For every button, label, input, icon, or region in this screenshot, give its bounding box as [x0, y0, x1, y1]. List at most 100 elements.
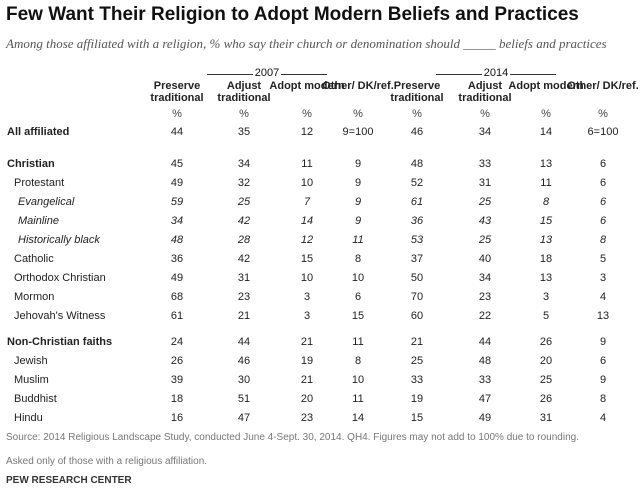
col-header-other-2007: Other/ DK/ref.: [322, 80, 394, 92]
table-cell: 15: [351, 310, 365, 322]
pct-symbol: %: [239, 108, 249, 120]
row-label: Non-Christian faiths: [7, 336, 113, 348]
table-cell: 25: [237, 196, 251, 208]
table-cell: 30: [237, 374, 251, 386]
table-cell: 11: [301, 158, 313, 170]
table-cell: 31: [237, 272, 251, 284]
table-row: Catholic 36 42 15 8 37 40 18 5: [0, 250, 640, 269]
table-cell: 10: [351, 272, 365, 284]
table-cell: 12: [300, 234, 314, 246]
table-cell: 9: [599, 336, 607, 348]
row-label: Protestant: [14, 177, 65, 189]
table-cell: 15: [410, 412, 424, 424]
table-cell: 11: [352, 234, 364, 246]
group-header-2007: 2007: [207, 67, 327, 81]
table-cell: 6=100: [587, 126, 619, 138]
table-cell: 18: [539, 253, 553, 265]
table-cell: 37: [410, 253, 424, 265]
table-cell: 42: [237, 215, 251, 227]
table-cell: 48: [410, 158, 424, 170]
pct-symbol: %: [412, 108, 422, 120]
table-cell: 5: [542, 310, 550, 322]
table-cell: 33: [410, 374, 424, 386]
table-cell: 61: [170, 310, 184, 322]
table-cell: 11: [352, 336, 364, 348]
table-cell: 19: [410, 393, 424, 405]
table-cell: 8: [354, 253, 362, 265]
table-row: Christian 45 34 11 9 48 33 13 6: [0, 155, 640, 174]
pct-symbol: %: [302, 108, 312, 120]
table-cell: 3: [303, 291, 311, 303]
table-cell: 50: [410, 272, 424, 284]
table-cell: 20: [539, 355, 553, 367]
brand-logo-text: PEW RESEARCH CENTER: [6, 475, 132, 486]
table-row: All affiliated 44 35 12 9=100 46 34 14 6=100: [0, 123, 640, 142]
row-label: Muslim: [14, 374, 49, 386]
table-cell: 36: [410, 215, 424, 227]
footnote: Asked only of those with a religious aff…: [6, 456, 208, 467]
table-cell: 8: [599, 393, 607, 405]
table-cell: 9: [354, 196, 362, 208]
table-cell: 35: [237, 126, 251, 138]
table-cell: 13: [596, 310, 610, 322]
table-cell: 8: [599, 234, 607, 246]
pct-symbol: %: [598, 108, 608, 120]
table-cell: 10: [351, 374, 365, 386]
table-cell: 48: [170, 234, 184, 246]
table-cell: 31: [478, 177, 492, 189]
table-cell: 25: [539, 374, 553, 386]
table-cell: 48: [478, 355, 492, 367]
table-cell: 8: [542, 196, 550, 208]
col-header-adjust-2014: Adjust traditional: [458, 80, 512, 104]
table-cell: 3: [303, 310, 311, 322]
table-cell: 70: [410, 291, 424, 303]
group-header-2014: 2014: [436, 67, 556, 81]
table-cell: 44: [170, 126, 184, 138]
table-cell: 24: [170, 336, 184, 348]
table-cell: 44: [478, 336, 492, 348]
table-cell: 26: [539, 393, 553, 405]
row-label: All affiliated: [7, 126, 70, 138]
table-cell: 23: [300, 412, 314, 424]
row-label: Historically black: [18, 234, 100, 246]
table-row: Mormon 68 23 3 6 70 23 3 4: [0, 288, 640, 307]
group-label-2014: 2014: [481, 67, 511, 79]
table-cell: 33: [478, 158, 492, 170]
table-cell: 49: [170, 272, 184, 284]
table-cell: 9: [354, 215, 362, 227]
table-cell: 10: [300, 177, 314, 189]
table-cell: 13: [539, 158, 553, 170]
table-cell: 14: [300, 215, 314, 227]
table-cell: 3: [599, 272, 607, 284]
table-row: Mainline 34 42 14 9 36 43 15 6: [0, 212, 640, 231]
table-cell: 47: [237, 412, 251, 424]
table-cell: 9=100: [342, 126, 374, 138]
table-cell: 6: [599, 177, 607, 189]
table-cell: 60: [410, 310, 424, 322]
row-label: Evangelical: [18, 196, 75, 208]
table-cell: 21: [410, 336, 424, 348]
table-cell: 43: [478, 215, 492, 227]
table-cell: 23: [478, 291, 492, 303]
table-cell: 4: [599, 412, 607, 424]
col-header-preserve-2007: Preserve traditional: [150, 80, 204, 104]
table-cell: 11: [540, 177, 552, 189]
table-row: Orthodox Christian 49 31 10 10 50 34 13 3: [0, 269, 640, 288]
table-cell: 49: [478, 412, 492, 424]
table-cell: 36: [170, 253, 184, 265]
table-row: Evangelical 59 25 7 9 61 25 8 6: [0, 193, 640, 212]
table-cell: 34: [478, 272, 492, 284]
table-cell: 4: [599, 291, 607, 303]
page-title: Few Want Their Religion to Adopt Modern …: [6, 4, 579, 25]
pct-symbol: %: [480, 108, 490, 120]
table-cell: 16: [170, 412, 184, 424]
table-cell: 25: [478, 234, 492, 246]
table-cell: 21: [300, 374, 314, 386]
table-cell: 32: [237, 177, 251, 189]
table-cell: 25: [410, 355, 424, 367]
col-header-adjust-2007: Adjust traditional: [217, 80, 271, 104]
col-header-adopt-2014: Adopt modern: [508, 80, 584, 92]
table-cell: 53: [410, 234, 424, 246]
subtitle: Among those affiliated with a religion, …: [6, 36, 607, 51]
table-cell: 20: [300, 393, 314, 405]
